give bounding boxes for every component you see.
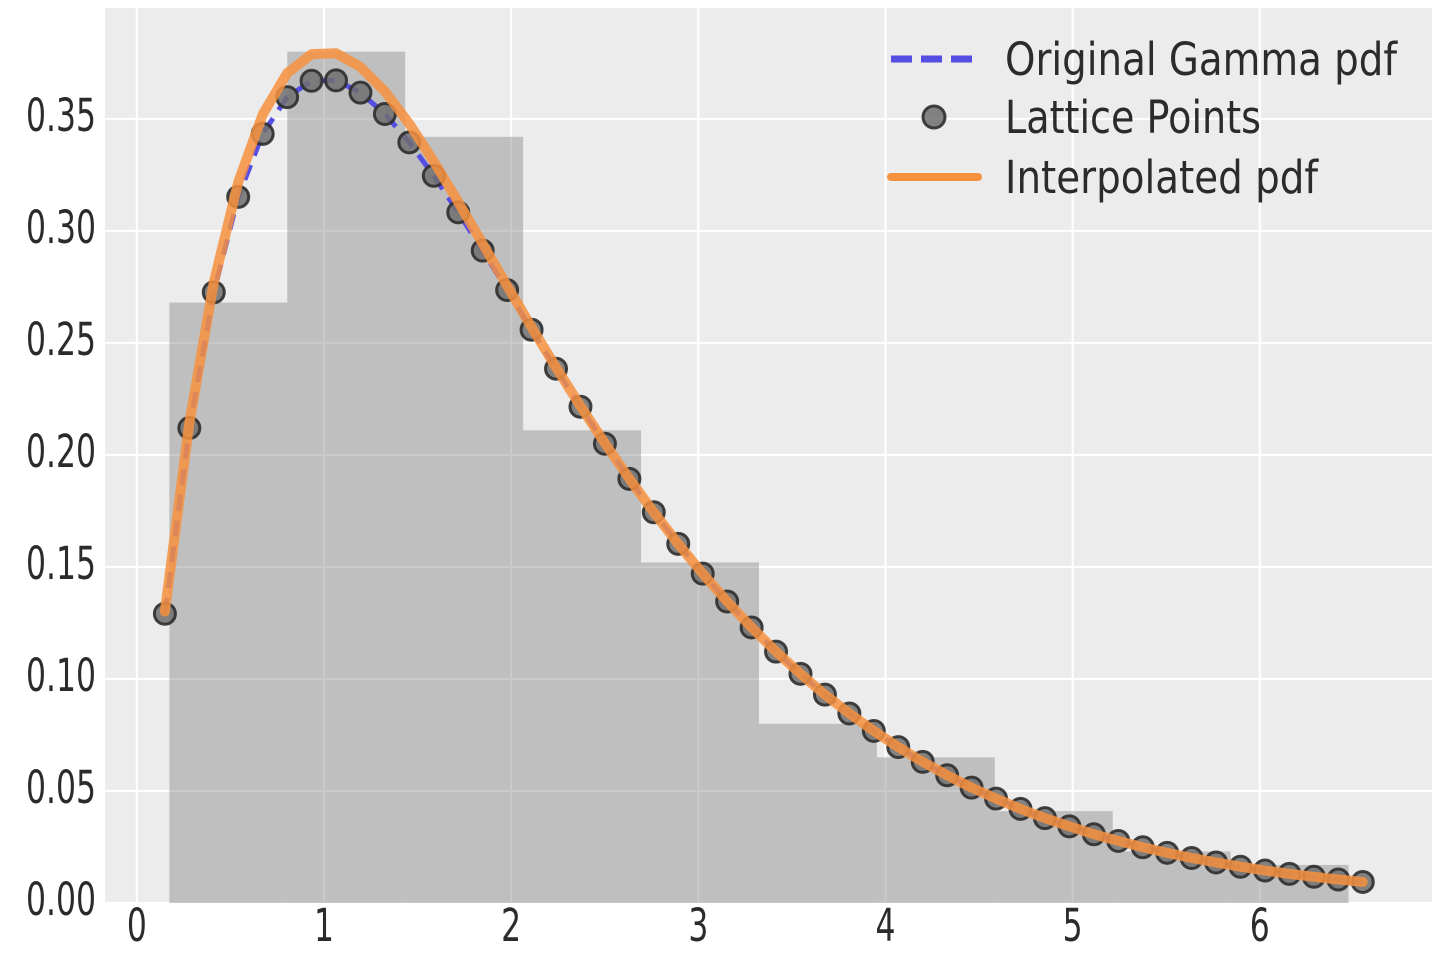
interpolated-line [159,48,1368,887]
x-tick-label: 5 [1063,899,1083,952]
y-tick-label: 0.05 [26,761,96,814]
y-tick-label: 0.00 [26,873,96,926]
x-tick-labels: 0 1 2 3 4 5 6 [127,899,1270,952]
legend-item-interpolated: Interpolated pdf [887,151,1319,204]
legend-item-gamma-pdf: Original Gamma pdf [891,33,1398,86]
point-marker-icon [921,104,947,130]
legend-label-lattice-points: Lattice Points [1005,91,1261,144]
legend: Original Gamma pdf Lattice Points Interp… [887,33,1398,204]
lattice-point [299,68,324,93]
y-tick-labels: 0.00 0.05 0.10 0.15 0.20 0.25 0.30 0.35 [26,89,96,926]
x-tick-label: 0 [127,899,147,952]
y-tick-label: 0.35 [26,89,96,142]
legend-label-gamma-pdf: Original Gamma pdf [1005,33,1398,86]
lattice-point [372,101,397,126]
lattice-point [348,80,373,105]
y-tick-label: 0.20 [26,425,96,478]
y-tick-label: 0.15 [26,537,96,590]
histogram-bar [405,136,524,904]
lattice-point [324,68,349,93]
legend-item-lattice-points: Lattice Points [921,91,1261,144]
histogram-bar [287,51,406,904]
x-tick-label: 3 [688,899,708,952]
histogram [169,51,1349,904]
x-tick-label: 2 [501,899,521,952]
y-tick-label: 0.10 [26,649,96,702]
gridlines [105,8,1432,904]
histogram-bar [523,430,642,903]
histogram-bar [169,302,288,903]
y-tick-label: 0.25 [26,313,96,366]
x-tick-label: 4 [875,899,895,952]
histogram-bar [758,723,877,903]
interpolated-curve [159,48,1368,887]
x-tick-label: 1 [314,899,334,952]
legend-label-interpolated: Interpolated pdf [1005,151,1319,204]
x-tick-label: 6 [1250,899,1270,952]
y-tick-label: 0.30 [26,201,96,254]
